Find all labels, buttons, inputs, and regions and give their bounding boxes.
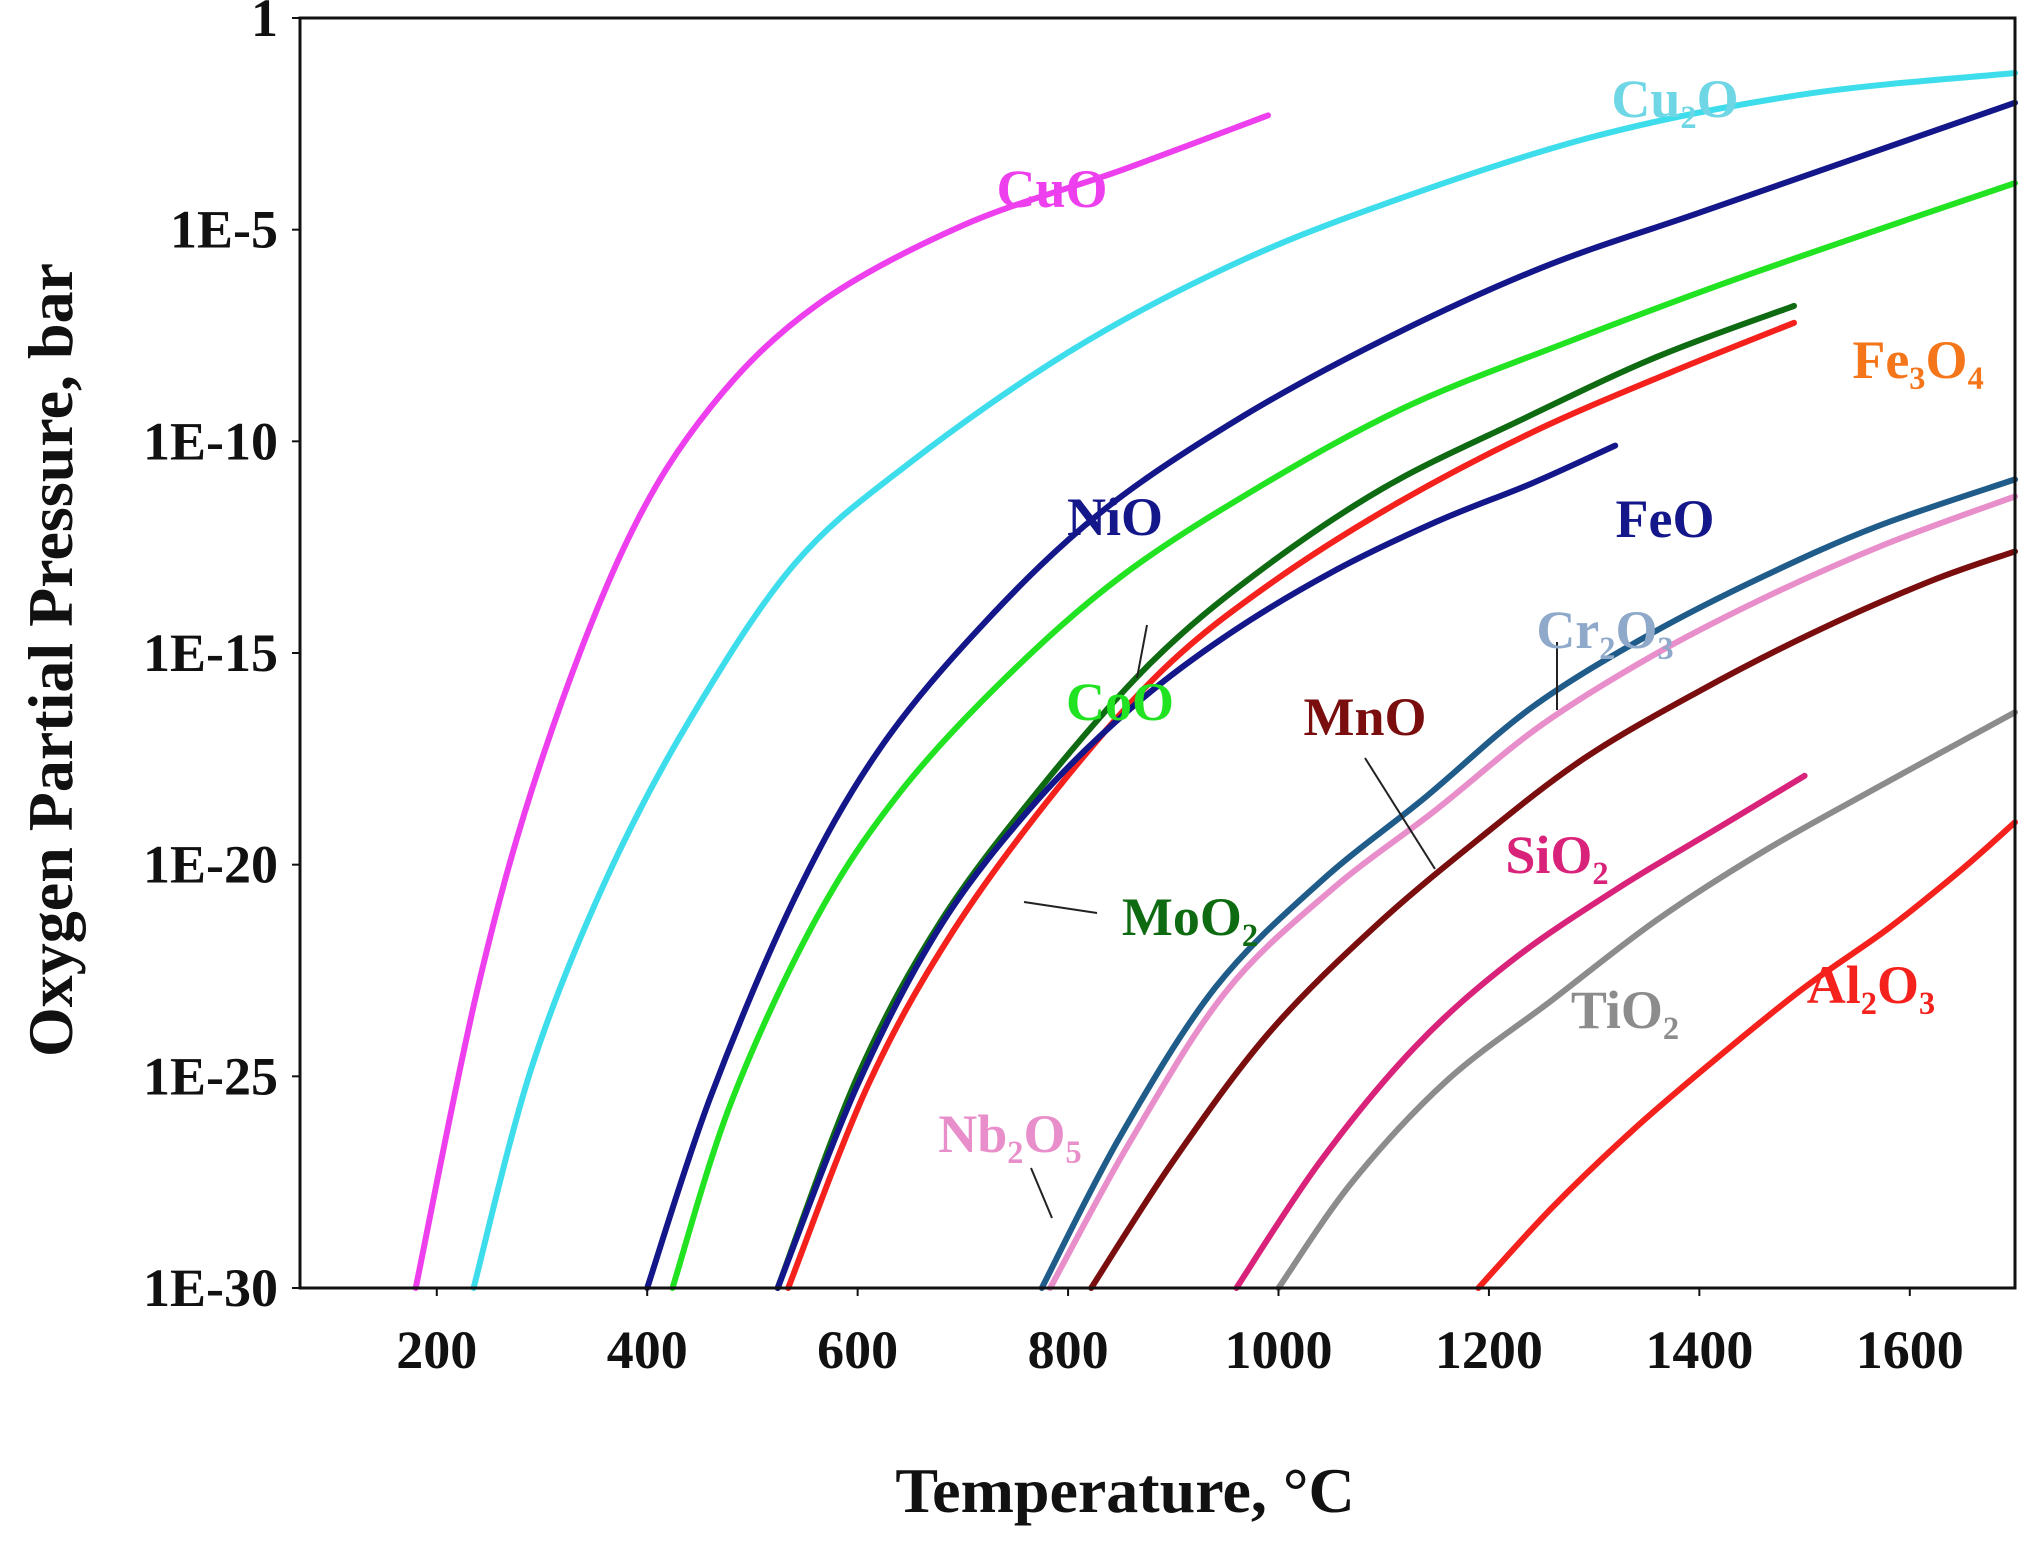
label-nb2o5: Nb₂O₅ [938,1104,1081,1164]
label-moo2: MoO₂ [1122,887,1258,947]
x-axis-title: Temperature, °C [895,1455,1354,1526]
y-tick-label: 1 [251,0,278,48]
series-line-cu2o [470,70,2018,1291]
x-tick-label: 400 [607,1320,688,1380]
axis-ticks: 200 400 600 800 1000 1200 1400 1600 1 1E-5 1E-10 1E… [143,0,1964,1380]
series-lines [412,70,2018,1291]
series-line-sio2 [1233,772,1808,1291]
series-line-nio [644,99,2018,1291]
label-al2o3: Al₂O₃ [1807,955,1935,1015]
y-tick-label: 1E-20 [143,835,278,895]
label-cu2o: Cu₂O [1611,69,1738,129]
x-tick-label: 1400 [1645,1320,1753,1380]
y-tick-label: 1E-5 [170,200,278,260]
label-leader-line [1364,757,1436,870]
series-labels: CuO Cu₂O NiO CoO MoO₂ Fe₃O₄ FeO Cr₂O₃ Nb₂O₅ MnO Si… [938,69,1983,1164]
label-leader-line [1023,901,1098,914]
y-tick-label: 1E-30 [143,1258,278,1318]
label-fe3o4: Fe₃O₄ [1852,330,1983,390]
series-line-coo [669,180,2018,1291]
series-line-feo [774,442,1619,1291]
x-tick-label: 1200 [1435,1320,1543,1380]
series-line-fe3o4 [785,319,1797,1291]
label-nio: NiO [1067,487,1163,547]
x-tick-label: 200 [396,1320,477,1380]
x-tick-label: 600 [817,1320,898,1380]
y-tick-label: 1E-25 [143,1046,278,1106]
series-line-mno [1088,548,2018,1291]
series-line-tio2 [1275,709,2018,1291]
series-line-cuo [412,112,1271,1291]
label-tio2: TiO₂ [1571,980,1679,1040]
x-tick-label: 1600 [1856,1320,1964,1380]
series-line-moo2 [774,302,1797,1291]
label-leader-line [1030,1167,1053,1219]
label-leaders [1023,624,1558,1219]
series-line-cr2o3 [1038,476,2018,1291]
y-tick-label: 1E-10 [143,411,278,471]
x-tick-label: 1000 [1224,1320,1332,1380]
label-cr2o3: Cr₂O₃ [1536,600,1673,660]
y-tick-label: 1E-15 [143,623,278,683]
series-line-al2o3 [1475,819,2018,1291]
label-leader-line [1136,624,1148,679]
label-sio2: SiO₂ [1505,825,1608,885]
y-axis-title: Oxygen Partial Pressure, bar [15,263,86,1057]
label-mno: MnO [1303,687,1426,747]
label-cuo: CuO [996,159,1107,219]
label-feo: FeO [1616,489,1715,549]
label-coo: CoO [1066,672,1174,732]
series-line-nb2o5 [1047,493,2018,1291]
x-tick-label: 800 [1028,1320,1109,1380]
